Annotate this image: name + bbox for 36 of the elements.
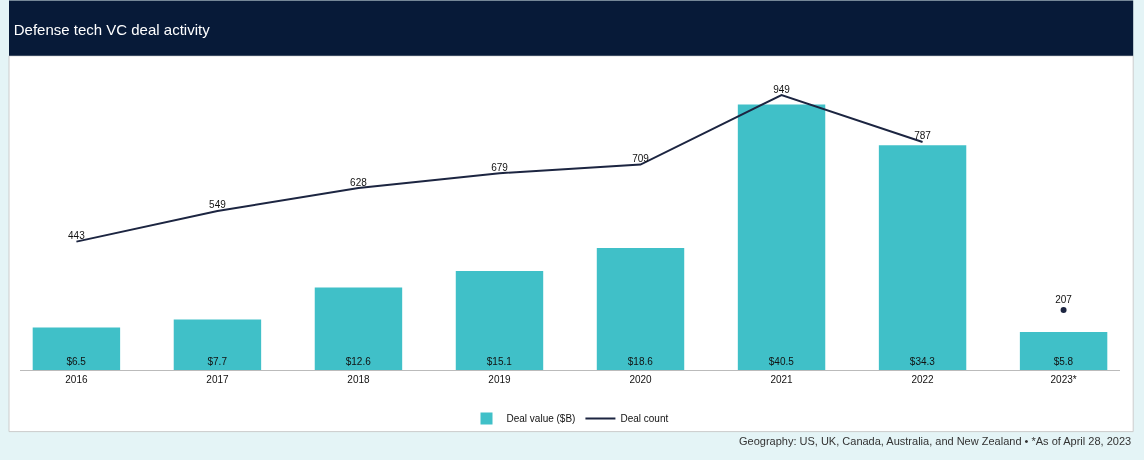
bar [314, 287, 403, 370]
x-tick-label: 2020 [629, 374, 653, 385]
x-tick-label: 2018 [347, 374, 371, 385]
bar [32, 327, 121, 370]
x-tick-label: 2016 [65, 374, 88, 385]
x-tick-label: 2021 [770, 374, 794, 385]
bar [455, 271, 544, 370]
text: Geography: US, UK, Canada, Australia, and New Zealand • *As of April 28, 2023 [739, 435, 1132, 447]
legend-label: Deal value ($B) [506, 413, 576, 425]
data-label: 207 [1055, 293, 1073, 305]
bar [173, 319, 262, 370]
chart-title: Defense tech VC deal activity [13, 21, 211, 39]
bar [737, 104, 826, 370]
bar [878, 145, 967, 370]
legend-label: Deal count [620, 413, 669, 425]
data-label: $18.6 [627, 356, 654, 367]
data-label: $6.5 [66, 356, 87, 367]
data-label: 949 [773, 83, 791, 95]
data-label: 679 [491, 161, 509, 173]
bar [596, 248, 685, 370]
x-tick-label: 2019 [488, 374, 512, 385]
data-label: $15.1 [486, 356, 513, 367]
data-label: $12.6 [345, 356, 372, 367]
data-label: 787 [914, 130, 932, 142]
data-label: 628 [350, 176, 368, 188]
x-tick-label: 2022 [911, 374, 935, 385]
bar [1019, 331, 1108, 370]
data-label: $7.7 [207, 356, 228, 367]
data-label: $5.8 [1053, 356, 1074, 367]
data-label: 709 [632, 153, 650, 165]
data-label: $40.5 [768, 356, 795, 367]
data-label: 549 [209, 199, 227, 211]
data-label: $34.3 [909, 356, 936, 367]
x-tick-label: 2023* [1050, 374, 1077, 385]
data-label: 443 [68, 230, 86, 242]
x-tick-label: 2017 [206, 374, 229, 385]
